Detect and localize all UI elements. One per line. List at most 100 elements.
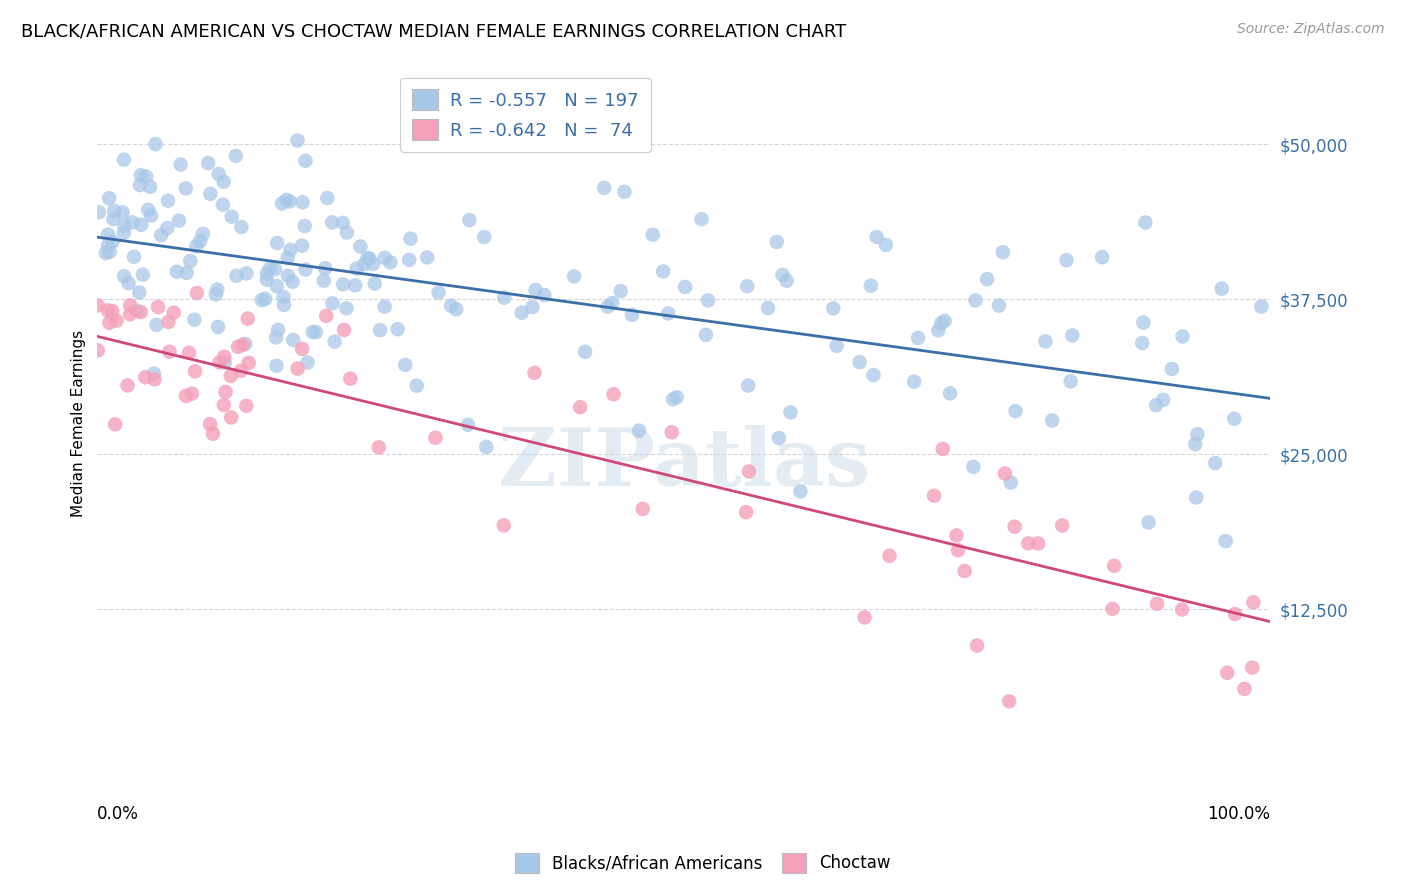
Point — [332, 216, 354, 230]
Point — [250, 293, 273, 307]
Point — [1215, 534, 1237, 549]
Point — [198, 417, 221, 431]
Point — [101, 304, 124, 318]
Point — [271, 196, 294, 211]
Point — [229, 364, 252, 378]
Legend: R = -0.557   N = 197, R = -0.642   N =  74: R = -0.557 N = 197, R = -0.642 N = 74 — [401, 78, 651, 152]
Point — [349, 239, 371, 253]
Point — [97, 227, 120, 242]
Point — [321, 296, 343, 310]
Point — [134, 370, 156, 384]
Point — [273, 298, 295, 312]
Point — [492, 518, 515, 533]
Point — [301, 325, 323, 339]
Point — [628, 424, 651, 438]
Point — [1004, 519, 1026, 533]
Point — [652, 264, 675, 278]
Point — [122, 250, 145, 264]
Point — [276, 193, 298, 207]
Point — [186, 285, 208, 300]
Point — [1171, 602, 1194, 616]
Point — [167, 213, 190, 227]
Point — [280, 243, 302, 257]
Point — [859, 278, 882, 293]
Point — [458, 213, 481, 227]
Point — [1250, 300, 1272, 314]
Point — [620, 308, 643, 322]
Point — [359, 252, 381, 266]
Point — [472, 230, 495, 244]
Point — [962, 459, 984, 474]
Point — [287, 361, 309, 376]
Point — [922, 489, 945, 503]
Point — [1184, 437, 1206, 451]
Point — [416, 251, 439, 265]
Point — [444, 302, 467, 317]
Point — [87, 298, 110, 312]
Point — [179, 254, 201, 268]
Point — [823, 301, 845, 316]
Point — [1056, 253, 1078, 268]
Point — [281, 275, 304, 289]
Point — [1241, 660, 1264, 674]
Point — [104, 417, 127, 432]
Point — [991, 245, 1014, 260]
Point — [339, 372, 361, 386]
Point — [875, 238, 897, 252]
Point — [457, 417, 479, 432]
Point — [1204, 456, 1226, 470]
Point — [344, 278, 367, 293]
Point — [235, 266, 257, 280]
Point — [988, 299, 1011, 313]
Point — [374, 251, 396, 265]
Point — [264, 330, 287, 344]
Point — [191, 227, 214, 241]
Point — [98, 244, 121, 259]
Point — [1223, 412, 1246, 426]
Point — [965, 293, 987, 308]
Point — [120, 307, 142, 321]
Point — [768, 431, 790, 445]
Point — [183, 312, 205, 326]
Point — [157, 315, 180, 329]
Point — [1152, 392, 1174, 407]
Point — [273, 290, 295, 304]
Point — [101, 235, 124, 249]
Point — [1160, 362, 1182, 376]
Point — [903, 375, 925, 389]
Point — [772, 268, 794, 282]
Point — [186, 239, 208, 253]
Point — [225, 268, 247, 283]
Point — [1171, 329, 1194, 343]
Point — [277, 251, 299, 265]
Point — [665, 390, 688, 404]
Point — [346, 261, 368, 276]
Point — [690, 212, 713, 227]
Point — [169, 157, 191, 171]
Point — [976, 272, 998, 286]
Point — [145, 137, 167, 152]
Point — [129, 305, 152, 319]
Point — [291, 238, 314, 252]
Point — [374, 300, 396, 314]
Point — [927, 323, 949, 337]
Legend: Blacks/African Americans, Choctaw: Blacks/African Americans, Choctaw — [509, 847, 897, 880]
Point — [695, 327, 717, 342]
Point — [98, 316, 121, 330]
Point — [205, 287, 228, 301]
Point — [574, 344, 596, 359]
Point — [1062, 328, 1084, 343]
Point — [266, 279, 288, 293]
Point — [945, 528, 967, 542]
Point — [256, 273, 278, 287]
Point — [278, 194, 301, 209]
Point — [233, 337, 256, 351]
Text: Source: ZipAtlas.com: Source: ZipAtlas.com — [1237, 22, 1385, 37]
Point — [146, 300, 169, 314]
Point — [631, 501, 654, 516]
Point — [321, 215, 343, 229]
Point — [267, 323, 290, 337]
Point — [1132, 316, 1154, 330]
Point — [316, 191, 339, 205]
Point — [132, 268, 155, 282]
